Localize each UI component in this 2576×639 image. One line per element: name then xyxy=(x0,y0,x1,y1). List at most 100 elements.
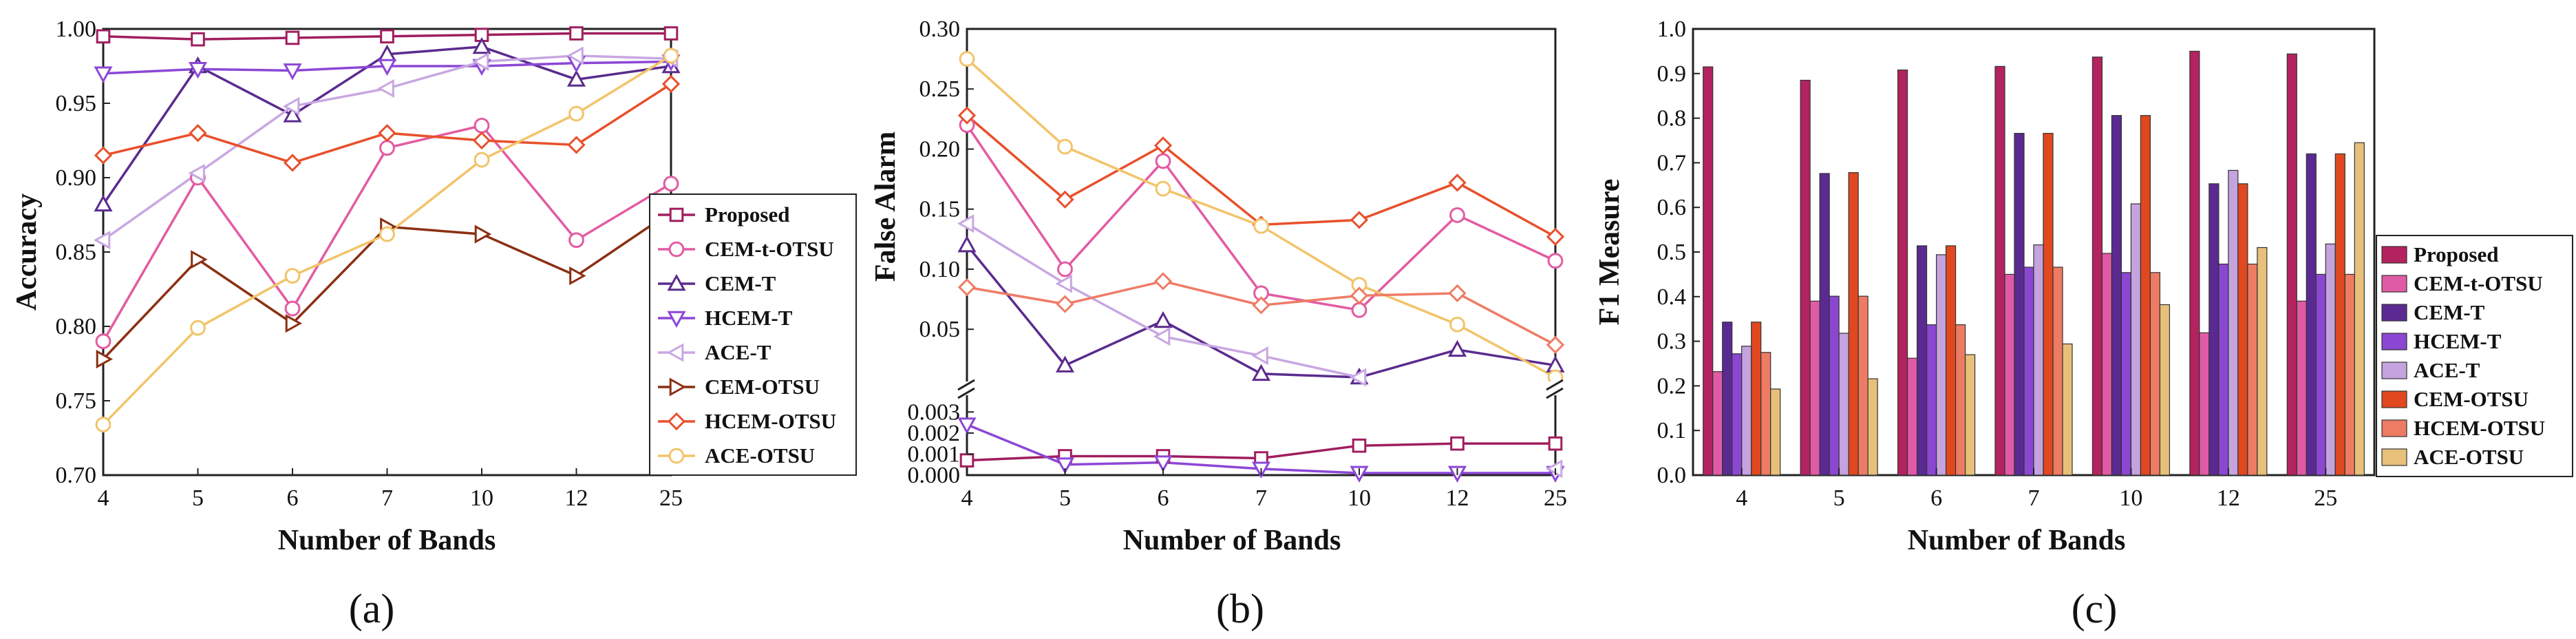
legend-swatch xyxy=(2381,419,2407,437)
y-tick-label: 1.00 xyxy=(56,17,97,42)
bar xyxy=(2296,300,2307,476)
y-tick-label: 0.95 xyxy=(56,91,97,116)
bar xyxy=(1935,254,1947,476)
data-point xyxy=(191,250,208,269)
data-point xyxy=(1352,438,1367,453)
data-point xyxy=(285,30,300,45)
y-tick-label: 0.0 xyxy=(1657,463,1687,488)
y-tick-label: 0.25 xyxy=(919,76,961,102)
bar xyxy=(1760,352,1771,476)
legend-swatch xyxy=(2381,448,2407,466)
y-tick-label: 0.9 xyxy=(1657,61,1687,87)
panel-label: (b) xyxy=(1216,586,1264,631)
y-tick-label: 0.5 xyxy=(1657,240,1687,265)
data-point xyxy=(283,154,302,172)
accuracy-line-chart: 0.70 0.75 0.80 0.85 0.90 0.95 1.00 4 5 6 7 10 12 25 N… xyxy=(11,17,857,631)
data-point xyxy=(471,52,489,72)
x-tick-label: 4 xyxy=(961,485,973,511)
legend-marker xyxy=(667,273,686,291)
data-point xyxy=(473,118,490,134)
legend-label: Proposed xyxy=(705,202,789,227)
bar xyxy=(2149,272,2161,476)
data-point xyxy=(1153,327,1171,346)
bar xyxy=(1838,333,1849,476)
data-point xyxy=(959,453,975,468)
data-point xyxy=(957,106,977,125)
data-point xyxy=(94,146,113,165)
x-tick-label: 10 xyxy=(2119,485,2142,511)
y-tick-label: 0.1 xyxy=(1657,418,1687,443)
bar xyxy=(2091,56,2103,476)
bar xyxy=(2306,153,2317,476)
bar xyxy=(2062,343,2073,476)
bar xyxy=(1926,324,1937,476)
data-point xyxy=(566,70,586,87)
legend-swatch xyxy=(2381,275,2407,293)
legend: Proposed CEM-t-OTSU CEM-T HCEM-T ACE-T CEM-OT… xyxy=(649,193,857,476)
data-point xyxy=(474,224,492,244)
x-tick-label: 7 xyxy=(2028,485,2040,511)
y-tick-label: 0.2 xyxy=(1657,373,1687,399)
x-tick-label: 10 xyxy=(1348,485,1371,511)
legend-swatch xyxy=(2381,246,2407,264)
x-tick-label: 6 xyxy=(1158,485,1169,511)
y-tick-label: 0.15 xyxy=(919,197,961,222)
bar xyxy=(1848,172,1859,476)
data-point xyxy=(1253,218,1269,234)
y-tick-label: 0.80 xyxy=(56,314,97,339)
bar xyxy=(2354,142,2365,476)
data-point xyxy=(1447,339,1467,357)
y-tick-label: 1.0 xyxy=(1657,17,1687,42)
data-point xyxy=(94,194,113,212)
data-point xyxy=(957,235,977,253)
x-tick-label: 5 xyxy=(192,485,204,511)
x-tick-label: 6 xyxy=(287,485,299,511)
y-tick-label: 0.001 xyxy=(908,441,961,467)
data-point xyxy=(568,105,584,122)
legend-swatch xyxy=(2381,304,2407,322)
y-tick-label: 0.85 xyxy=(56,240,97,265)
data-point xyxy=(569,26,584,41)
data-point xyxy=(472,131,491,150)
y-tick-label: 0.6 xyxy=(1657,195,1687,220)
panel-label: (c) xyxy=(2072,586,2118,631)
legend-label: CEM-T xyxy=(705,271,776,295)
x-tick-label: 12 xyxy=(1446,485,1469,511)
legend-swatch xyxy=(2381,390,2407,408)
bar xyxy=(1964,354,1976,476)
data-point xyxy=(189,124,207,143)
legend-marker xyxy=(669,377,687,397)
bar xyxy=(2023,266,2034,476)
bar xyxy=(1867,378,1878,476)
data-point xyxy=(380,29,394,44)
f1-measure-bar-chart: 0.0 0.1 0.2 0.3 0.4 0.5 0.6 0.7 0.8 0.9 1.0 4 5 6 7 10 1… xyxy=(1594,17,2573,631)
data-point xyxy=(1155,180,1171,197)
data-point xyxy=(1547,253,1564,269)
x-tick-label: 6 xyxy=(1930,485,1942,511)
x-tick-label: 7 xyxy=(1255,485,1267,511)
legend-label: ACE-OTSU xyxy=(705,443,815,468)
bar xyxy=(2325,243,2336,476)
data-point xyxy=(1055,355,1075,373)
y-tick-label: 0.90 xyxy=(56,165,97,191)
legend-label: CEM-OTSU xyxy=(2414,387,2529,411)
bar xyxy=(1741,346,1752,476)
legend-marker xyxy=(668,448,685,464)
bar xyxy=(1703,66,1714,476)
data-point xyxy=(1449,207,1465,223)
bar xyxy=(1819,173,1830,476)
legend-marker xyxy=(669,207,684,222)
false-alarm-line-chart: 0.05 0.10 0.15 0.20 0.25 0.30 0.0000.0010.0020… xyxy=(870,17,1567,631)
data-point xyxy=(284,300,301,317)
bar xyxy=(1858,295,1869,476)
bar xyxy=(2140,115,2151,476)
x-axis-title: Number of Bands xyxy=(1908,525,2126,556)
data-point xyxy=(1449,316,1465,333)
legend-label: CEM-t-OTSU xyxy=(2414,271,2543,295)
bar xyxy=(1722,322,1733,476)
bar xyxy=(1897,70,1908,476)
legend-marker xyxy=(667,311,686,328)
bar xyxy=(1770,388,1781,476)
data-point xyxy=(1153,455,1173,472)
data-point xyxy=(377,59,397,76)
